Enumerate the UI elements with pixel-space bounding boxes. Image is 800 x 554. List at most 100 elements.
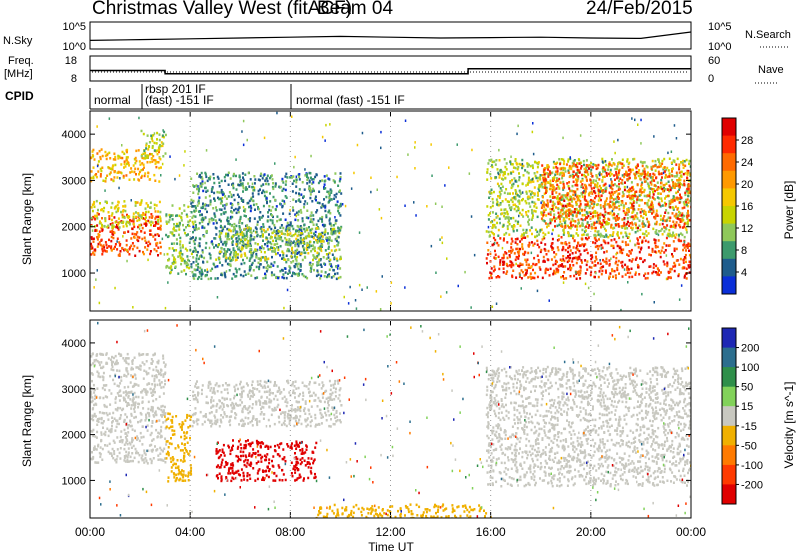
power-cell	[327, 237, 330, 241]
power-cell	[551, 248, 554, 251]
power-cell	[675, 247, 678, 251]
power-cell	[551, 237, 554, 241]
power-cell	[308, 180, 311, 184]
noise-left-label: N.Sky	[3, 35, 33, 47]
power-cell	[561, 263, 564, 266]
power-cell	[113, 176, 116, 179]
power-cell	[609, 204, 612, 207]
freq-left-tick-bottom: 8	[71, 73, 77, 85]
power-cell	[136, 231, 139, 234]
power-cell	[615, 171, 618, 174]
power-cell	[209, 257, 212, 260]
power-cell	[685, 200, 688, 204]
power-cell	[258, 178, 261, 182]
power-cell	[187, 205, 190, 209]
power-cell	[140, 230, 143, 233]
power-cell	[512, 170, 515, 173]
power-cell	[213, 181, 216, 185]
power-cell	[573, 211, 576, 214]
power-cell	[600, 226, 602, 229]
power-cell	[327, 210, 330, 214]
power-cell	[676, 179, 679, 182]
power-cell	[616, 251, 619, 255]
power-cell	[339, 275, 342, 279]
power-cell	[238, 206, 241, 209]
power-cell	[163, 253, 166, 256]
power-cell	[497, 204, 500, 207]
power-cell	[580, 259, 583, 262]
power-cell	[658, 197, 661, 200]
power-cell	[577, 218, 580, 222]
power-cell	[117, 201, 120, 204]
power-cell	[192, 222, 195, 226]
power-cell	[277, 231, 280, 235]
power-cell	[237, 253, 240, 256]
power-cell	[198, 244, 201, 248]
power-cell	[276, 111, 278, 115]
power-cell	[564, 223, 567, 226]
power-cell	[621, 218, 624, 221]
power-cell	[495, 159, 498, 162]
power-cell	[516, 194, 519, 197]
power-cell	[257, 189, 260, 193]
power-cell	[308, 179, 311, 182]
power-cell	[314, 197, 317, 201]
velocity-cell	[116, 392, 119, 395]
power-cell	[597, 275, 600, 279]
power-cell	[677, 206, 680, 210]
power-cell	[298, 250, 301, 254]
power-cell	[654, 169, 657, 172]
power-cell	[209, 175, 212, 179]
power-cell	[492, 225, 495, 228]
power-cell	[587, 236, 590, 239]
power-cell	[192, 199, 195, 203]
power-cell	[337, 184, 340, 187]
power-cell	[349, 285, 351, 289]
power-cell	[104, 154, 107, 157]
power-cell	[294, 244, 297, 248]
power-cell	[310, 249, 313, 253]
power-cell	[331, 253, 334, 256]
power-cell	[565, 214, 567, 217]
power-cell	[270, 273, 273, 277]
power-cell	[439, 238, 441, 241]
power-cell	[588, 193, 591, 197]
power-cell	[116, 224, 118, 227]
power-cell	[576, 225, 579, 228]
power-cell	[325, 174, 328, 177]
power-cell	[239, 183, 242, 187]
power-cell	[160, 174, 162, 177]
power-cell	[201, 180, 204, 183]
power-cell	[235, 258, 238, 261]
power-cell	[679, 178, 682, 182]
power-cell	[255, 230, 258, 234]
power-cell	[297, 238, 300, 242]
power-cell	[532, 244, 535, 247]
power-cell	[510, 186, 513, 190]
power-cell	[650, 183, 653, 186]
power-cell	[151, 160, 154, 163]
power-cell	[534, 235, 536, 238]
power-cell	[591, 192, 594, 195]
power-cell	[549, 195, 552, 198]
power-cell	[310, 244, 313, 248]
power-cell	[204, 203, 207, 206]
power-cell	[679, 211, 681, 215]
power-cell	[654, 250, 657, 253]
power-cell	[678, 183, 681, 186]
power-cell	[558, 158, 561, 161]
power-cell	[595, 174, 598, 178]
power-cell	[608, 206, 611, 209]
power-cell	[651, 205, 654, 209]
power-cell	[138, 249, 141, 253]
power-cell	[201, 226, 204, 229]
power-cell	[142, 213, 145, 216]
power-cell	[333, 249, 336, 253]
power-cell	[291, 115, 293, 118]
power-cell	[188, 241, 191, 244]
power-cell	[205, 175, 208, 179]
power-cell	[285, 254, 288, 257]
power-cell	[235, 269, 238, 272]
power-cell	[96, 236, 99, 239]
power-cell	[533, 192, 536, 195]
